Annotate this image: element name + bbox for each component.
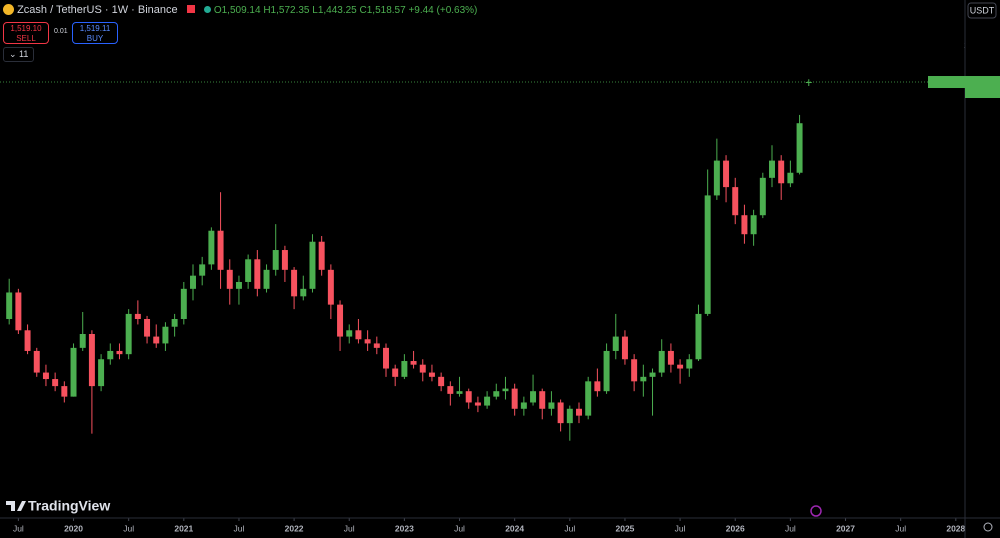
spread: 0.01 xyxy=(54,28,68,35)
buy-button[interactable]: 1,519.11 BUY xyxy=(72,22,118,44)
x-tick-label: 2023 xyxy=(395,523,414,533)
coin-icon xyxy=(3,4,14,15)
x-tick-label: Jul xyxy=(234,523,245,533)
x-tick-label: 2020 xyxy=(64,523,83,533)
x-tick-label: 2025 xyxy=(615,523,634,533)
header: Zcash / TetherUS · 1W · Binance O1,509.1… xyxy=(3,4,477,16)
x-tick-label: Jul xyxy=(344,523,355,533)
tv-logo xyxy=(6,501,26,511)
sell-button[interactable]: 1,519.10 SELL xyxy=(3,22,49,44)
settings-icon[interactable] xyxy=(983,522,993,532)
x-tick-label: 2028 xyxy=(946,523,965,533)
x-tick-label: Jul xyxy=(564,523,575,533)
x-tick-label: 2021 xyxy=(174,523,193,533)
status-dot xyxy=(203,6,211,13)
x-tick-label: Jul xyxy=(13,523,24,533)
sell-price: 1,519.10 xyxy=(10,24,42,33)
indicator-count: 11 xyxy=(19,49,29,59)
currency-box[interactable] xyxy=(967,2,997,19)
flag-icon[interactable] xyxy=(186,5,195,13)
x-tick-label: Jul xyxy=(895,523,906,533)
x-tick-label: 2024 xyxy=(505,523,524,533)
buy-label: BUY xyxy=(86,34,104,43)
price-tag xyxy=(965,76,1000,99)
watermark-text: TradingView xyxy=(28,498,110,514)
indicator-toggle[interactable]: ⌄ 11 xyxy=(3,47,35,62)
buy-price: 1,519.11 xyxy=(79,24,111,33)
watermark: TradingView xyxy=(6,498,110,514)
x-tick-label: Jul xyxy=(675,523,686,533)
x-tick-label: Jul xyxy=(785,523,796,533)
symbol-tag xyxy=(928,76,965,89)
x-tick-label: 2022 xyxy=(285,523,304,533)
sell-label: SELL xyxy=(16,34,36,43)
currency: USDT xyxy=(970,5,995,15)
ohlc-legend: O1,509.14 H1,572.35 L1,443.25 C1,518.57 … xyxy=(213,5,478,16)
x-tick-label: Jul xyxy=(454,523,465,533)
x-tick-label: 2026 xyxy=(726,523,745,533)
x-tick-label: Jul xyxy=(123,523,134,533)
symbol-title[interactable]: Zcash / TetherUS · 1W · Binance xyxy=(17,4,178,16)
x-tick-label: 2027 xyxy=(836,523,855,533)
event-icon[interactable] xyxy=(810,505,822,517)
